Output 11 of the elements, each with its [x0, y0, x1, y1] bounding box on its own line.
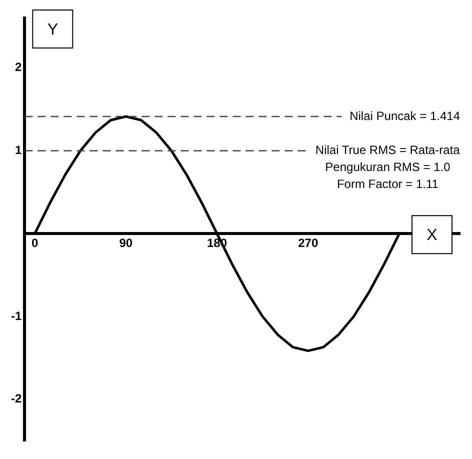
x-axis-title: X	[426, 227, 438, 244]
x-tick-label: 90	[119, 236, 133, 250]
y-tick-label: -2	[11, 392, 22, 406]
y-tick-label: 1	[14, 143, 22, 158]
x-tick-label: 0	[31, 236, 38, 250]
x-tick-label: 270	[298, 236, 318, 250]
y-axis-title: Y	[47, 21, 58, 38]
ref-line-label: Nilai Puncak = 1.414	[350, 108, 460, 123]
ref-line-label: Nilai True RMS = Rata-rata Pengukuran RMS = 1.0 Form Factor = 1.11	[315, 143, 460, 192]
y-tick-label: 2	[14, 60, 22, 74]
y-tick-label: -1	[11, 308, 22, 323]
